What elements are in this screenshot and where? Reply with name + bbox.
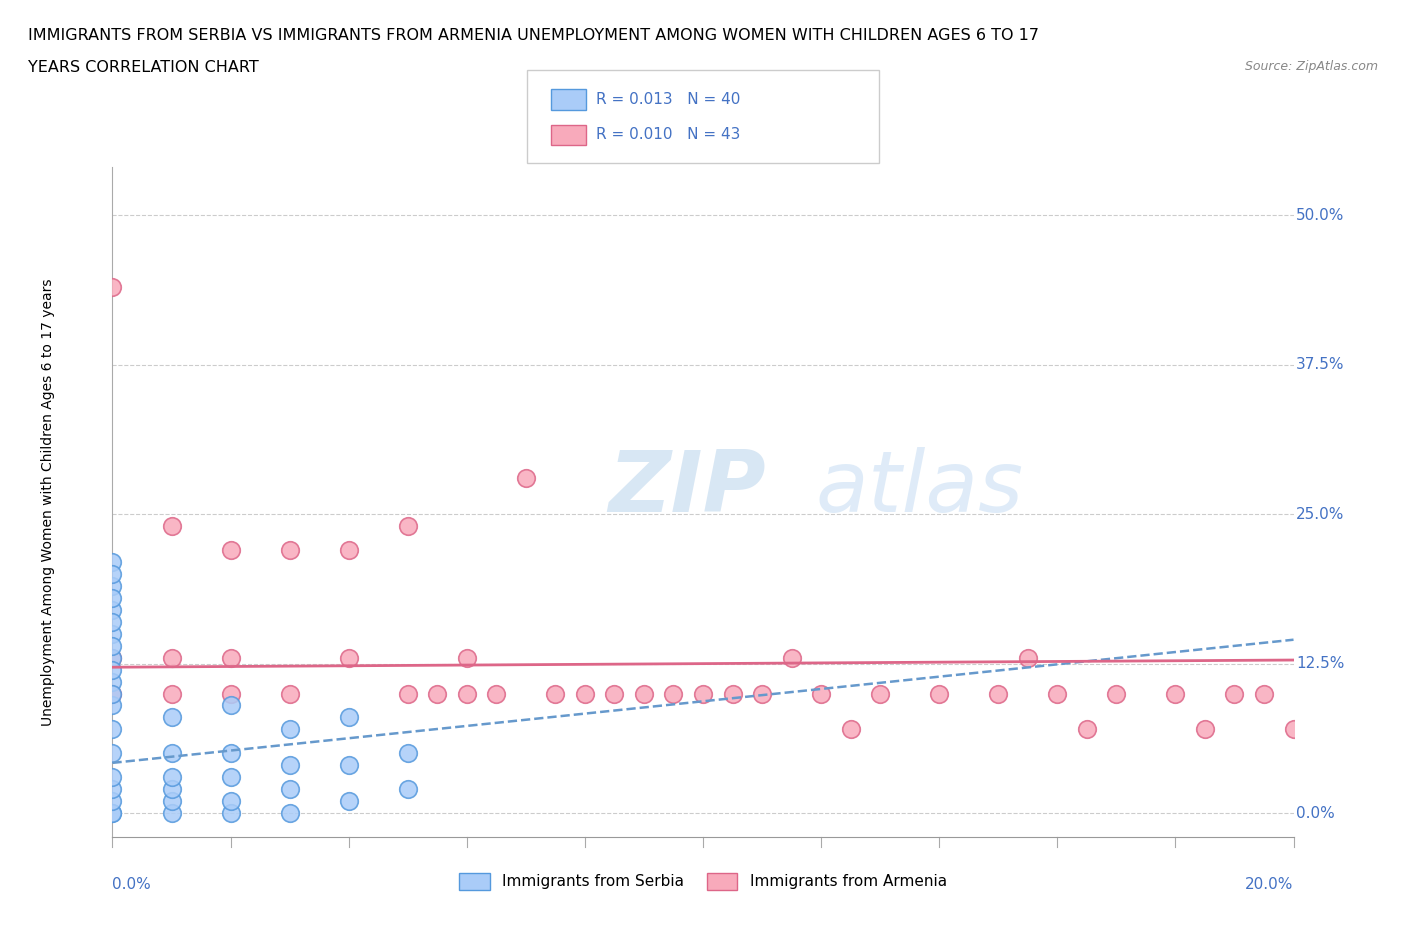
Text: Unemployment Among Women with Children Ages 6 to 17 years: Unemployment Among Women with Children A… xyxy=(41,278,55,726)
Point xyxy=(101,698,124,713)
Point xyxy=(101,686,124,701)
Point xyxy=(396,519,419,534)
Point xyxy=(160,746,183,761)
Point xyxy=(160,805,183,820)
Point xyxy=(515,471,537,485)
Text: IMMIGRANTS FROM SERBIA VS IMMIGRANTS FROM ARMENIA UNEMPLOYMENT AMONG WOMEN WITH : IMMIGRANTS FROM SERBIA VS IMMIGRANTS FRO… xyxy=(28,28,1039,43)
Point xyxy=(219,698,242,713)
Point xyxy=(721,686,744,701)
Point xyxy=(101,626,124,641)
Point xyxy=(101,805,124,820)
Point xyxy=(101,638,124,653)
Point xyxy=(1223,686,1246,701)
Point xyxy=(396,782,419,797)
Text: 37.5%: 37.5% xyxy=(1296,357,1344,372)
Point xyxy=(869,686,891,701)
Point xyxy=(101,793,124,808)
Point xyxy=(810,686,832,701)
Point xyxy=(1194,722,1216,737)
Point xyxy=(1046,686,1069,701)
Point xyxy=(219,793,242,808)
Point xyxy=(101,662,124,677)
Point xyxy=(219,770,242,785)
Point xyxy=(101,554,124,569)
Point xyxy=(574,686,596,701)
Point xyxy=(160,519,183,534)
Point xyxy=(160,782,183,797)
Point xyxy=(456,650,478,665)
Point xyxy=(662,686,685,701)
Point xyxy=(692,686,714,701)
Point xyxy=(278,722,301,737)
Text: 25.0%: 25.0% xyxy=(1296,507,1344,522)
Text: 0.0%: 0.0% xyxy=(1296,805,1334,820)
Point xyxy=(337,650,360,665)
Point xyxy=(101,591,124,605)
Point xyxy=(603,686,626,701)
Point xyxy=(485,686,508,701)
Text: 0.0%: 0.0% xyxy=(112,877,152,892)
Point xyxy=(426,686,449,701)
Point xyxy=(101,674,124,689)
Point xyxy=(337,710,360,724)
Point xyxy=(751,686,773,701)
Text: 20.0%: 20.0% xyxy=(1246,877,1294,892)
Point xyxy=(219,686,242,701)
Point xyxy=(101,650,124,665)
Text: R = 0.013   N = 40: R = 0.013 N = 40 xyxy=(596,92,741,107)
Point xyxy=(1282,722,1305,737)
Point xyxy=(101,805,124,820)
Point xyxy=(337,542,360,557)
Point xyxy=(1253,686,1275,701)
Point xyxy=(101,650,124,665)
Text: ZIP: ZIP xyxy=(609,447,766,530)
Point xyxy=(219,650,242,665)
Point xyxy=(278,542,301,557)
Point xyxy=(278,805,301,820)
Point xyxy=(1017,650,1039,665)
Point xyxy=(1164,686,1187,701)
Point xyxy=(160,793,183,808)
Point xyxy=(780,650,803,665)
Point xyxy=(219,805,242,820)
Point xyxy=(160,770,183,785)
Point xyxy=(278,686,301,701)
Text: atlas: atlas xyxy=(815,447,1024,530)
Point xyxy=(278,782,301,797)
Point xyxy=(987,686,1010,701)
Point xyxy=(396,686,419,701)
Text: 12.5%: 12.5% xyxy=(1296,657,1344,671)
Point xyxy=(160,686,183,701)
Point xyxy=(101,615,124,630)
Point xyxy=(219,746,242,761)
Point xyxy=(839,722,862,737)
Point xyxy=(456,686,478,701)
Point xyxy=(633,686,655,701)
Point xyxy=(101,280,124,295)
Point xyxy=(278,758,301,773)
Text: R = 0.010   N = 43: R = 0.010 N = 43 xyxy=(596,127,741,142)
Point xyxy=(928,686,950,701)
Point xyxy=(1076,722,1098,737)
Text: 50.0%: 50.0% xyxy=(1296,207,1344,222)
Legend: Immigrants from Serbia, Immigrants from Armenia: Immigrants from Serbia, Immigrants from … xyxy=(453,867,953,897)
Point xyxy=(337,793,360,808)
Point xyxy=(1105,686,1128,701)
Point xyxy=(101,603,124,618)
Text: YEARS CORRELATION CHART: YEARS CORRELATION CHART xyxy=(28,60,259,75)
Point xyxy=(101,722,124,737)
Point xyxy=(219,542,242,557)
Point xyxy=(337,758,360,773)
Point xyxy=(101,566,124,581)
Point xyxy=(101,686,124,701)
Point xyxy=(101,746,124,761)
Text: Source: ZipAtlas.com: Source: ZipAtlas.com xyxy=(1244,60,1378,73)
Point xyxy=(544,686,567,701)
Point xyxy=(396,746,419,761)
Point xyxy=(160,710,183,724)
Point xyxy=(101,782,124,797)
Point xyxy=(101,770,124,785)
Point xyxy=(101,578,124,593)
Point xyxy=(160,650,183,665)
